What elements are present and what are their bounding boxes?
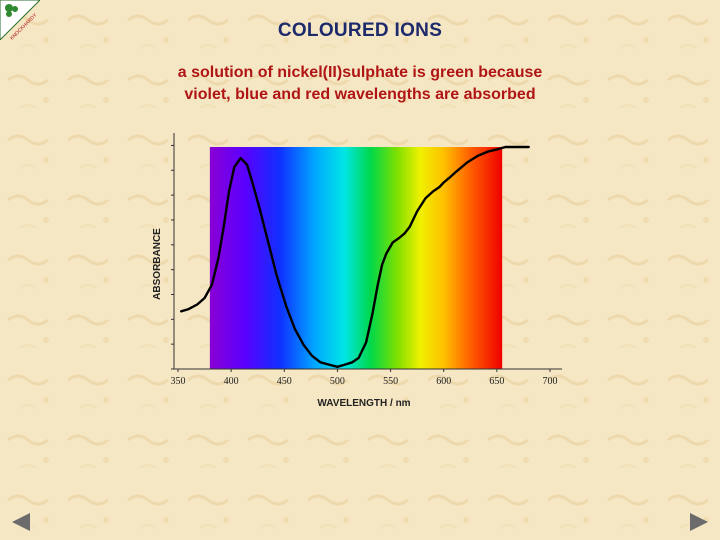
page-title: COLOURED IONS xyxy=(277,20,443,41)
subtitle-line-1: a solution of nickel(II)sulphate is gree… xyxy=(177,64,543,81)
x-tick-label: 450 xyxy=(277,376,292,387)
absorbance-chart: 350 400 450 500 550 600 650 700 ABSORBANCE WAVE… xyxy=(152,133,562,409)
x-tick-label: 700 xyxy=(543,376,558,387)
visible-spectrum-band xyxy=(209,147,503,369)
x-tick-label: 650 xyxy=(489,376,504,387)
x-tick-label: 350 xyxy=(171,376,186,387)
triangle-left-icon[interactable] xyxy=(10,512,32,532)
clover-logo-icon: KNOCKHARDY xyxy=(0,0,40,40)
x-tick-label: 550 xyxy=(383,376,398,387)
x-axis-label: WAVELENGTH / nm xyxy=(317,398,410,409)
series-line-absorbance xyxy=(180,145,530,368)
x-tick-label: 600 xyxy=(436,376,451,387)
x-tick-label: 500 xyxy=(330,376,345,387)
y-axis-label: ABSORBANCE xyxy=(152,228,163,300)
x-axis-ticks: 350 400 450 500 550 600 650 700 xyxy=(171,369,558,387)
subtitle: a solution of nickel(II)sulphate is gree… xyxy=(100,62,620,106)
x-tick-label: 400 xyxy=(224,376,239,387)
subtitle-line-2: violet, blue and red wavelengths are abs… xyxy=(184,86,536,103)
triangle-right-icon[interactable] xyxy=(688,512,710,532)
